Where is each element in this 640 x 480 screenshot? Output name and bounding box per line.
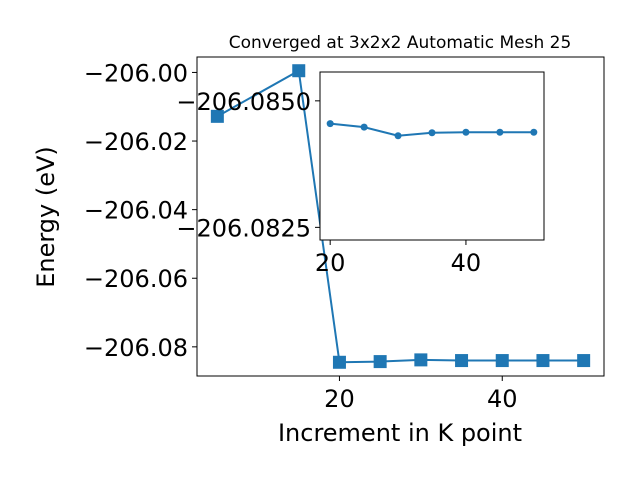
inset-data-point [428,129,436,137]
inset-data-point [530,128,538,136]
main-y-tick-label: −206.08 [84,334,188,362]
main-data-point [210,109,224,123]
main-y-ticks: −206.00 −206.02 −206.04 −206.06 −206.08 [84,59,197,362]
inset-x-tick-label: 20 [315,249,346,277]
chart-title: Converged at 3x2x2 Automatic Mesh 25 [229,33,572,53]
main-x-tick-label: 40 [487,385,518,413]
inset-series-markers [326,120,538,140]
main-data-point [414,353,428,367]
y-axis-label: Energy (eV) [32,146,60,288]
main-y-tick-label: −206.00 [84,59,188,87]
main-plot-area: 20 40 −206.00−206.02−206.04−206.06−206.08 [84,56,605,413]
main-data-point [536,354,550,368]
inset-y-ticks: −206.0850 −206.0825 [176,88,320,242]
main-y-tick-label: −206.04 [84,197,188,225]
main-data-point [292,64,306,78]
inset-y-tick-label: −206.0850 [176,88,311,116]
inset-data-point [496,128,504,136]
inset-data-point [326,120,334,128]
inset-data-point [360,123,368,131]
main-x-ticks: 20 40 [324,376,518,413]
main-x-tick-label: 20 [324,385,355,413]
inset-background [320,72,544,240]
inset-y-tick-label: −206.0825 [176,214,311,242]
main-data-point [495,354,509,368]
inset-data-point [462,128,470,136]
inset-data-point [394,132,402,140]
inset-x-tick-label: 40 [451,249,482,277]
main-data-point [455,354,469,368]
inset-plot-area: 20 40 −206.0850−206.0825 [176,71,545,277]
main-data-point [332,355,346,369]
inset-x-ticks: 20 40 [315,240,481,277]
main-data-point [373,355,387,369]
main-data-point [577,354,591,368]
inset-plot-frame [319,71,545,241]
main-plot-frame [196,56,605,377]
main-series-markers [210,64,591,369]
x-axis-label: Increment in K point [278,419,522,447]
main-y-tick-label: −206.02 [84,128,188,156]
main-y-tick-label: −206.06 [84,265,188,293]
